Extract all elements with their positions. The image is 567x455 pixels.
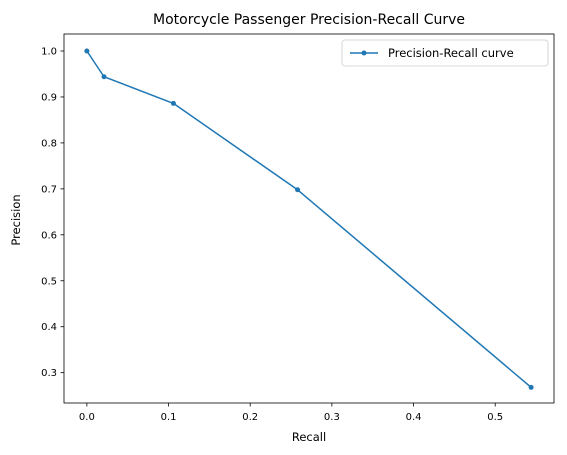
- x-tick-label: 0.3: [324, 412, 340, 423]
- x-tick-label: 0.0: [79, 412, 95, 423]
- data-point: [295, 187, 301, 193]
- x-tick-label: 0.1: [161, 412, 177, 423]
- data-point: [101, 74, 107, 80]
- legend-box: [341, 39, 549, 67]
- legend-swatch-marker: [361, 50, 367, 56]
- y-tick-label: 0.5: [41, 276, 57, 287]
- x-tick-label: 0.5: [487, 412, 503, 423]
- chart-title: Motorcycle Passenger Precision-Recall Cu…: [153, 12, 465, 28]
- x-axis-label: Recall: [292, 430, 326, 444]
- y-tick-label: 1.0: [41, 47, 57, 58]
- y-tick-label: 0.8: [41, 138, 57, 149]
- series-line: [86, 50, 532, 388]
- legend-label: Precision-Recall curve: [388, 46, 514, 60]
- data-point: [84, 48, 90, 54]
- plot-frame: [63, 33, 555, 404]
- x-tick-label: 0.2: [242, 412, 258, 423]
- y-axis-label: Precision: [9, 194, 23, 245]
- data-point: [170, 100, 176, 106]
- x-tick-label: 0.4: [406, 412, 422, 423]
- y-tick-label: 0.4: [41, 322, 57, 333]
- y-tick-label: 0.9: [41, 92, 57, 103]
- y-tick-label: 0.7: [41, 184, 57, 195]
- y-tick-label: 0.3: [41, 368, 57, 379]
- data-point: [528, 384, 534, 390]
- y-tick-label: 0.6: [41, 230, 57, 241]
